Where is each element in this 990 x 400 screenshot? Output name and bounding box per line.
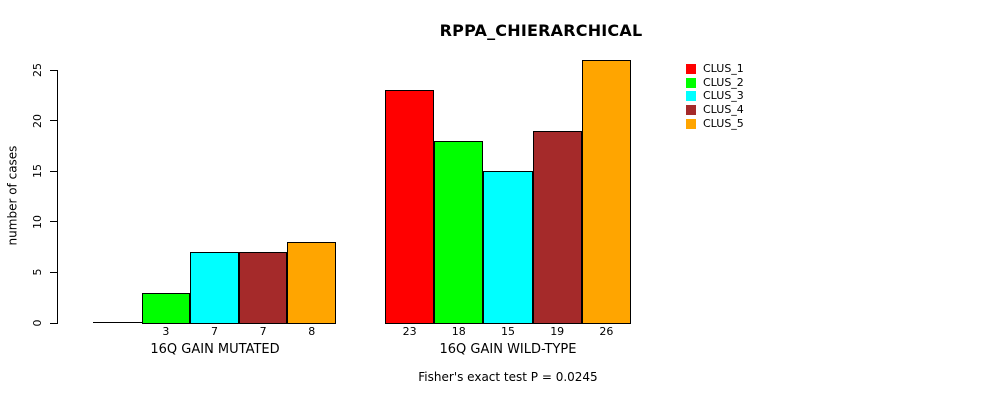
y-tick-label: 10 xyxy=(31,214,44,229)
chart-title: RPPA_CHIERARCHICAL xyxy=(439,21,643,40)
bar-value-label: 15 xyxy=(501,325,515,338)
legend-label: CLUS_3 xyxy=(703,89,744,103)
bar-clus_4 xyxy=(238,252,288,324)
bar-clus_2 xyxy=(141,292,191,324)
bar-clus_5 xyxy=(581,60,631,324)
legend-swatch-clus_1 xyxy=(686,64,696,74)
y-tick-mark xyxy=(50,69,57,71)
bar-value-label: 19 xyxy=(550,325,565,338)
bar-value-label: 7 xyxy=(259,325,267,338)
bar-clus_3 xyxy=(190,252,239,324)
fisher-test-caption: Fisher's exact test P = 0.0245 xyxy=(418,370,598,384)
legend-swatch-clus_4 xyxy=(686,105,696,116)
legend-swatch-clus_2 xyxy=(686,77,696,88)
y-tick-label: 20 xyxy=(31,113,44,128)
bar-clus_1-zero xyxy=(93,322,143,323)
y-tick-mark xyxy=(50,221,57,223)
bar-value-label: 7 xyxy=(211,325,218,338)
y-tick-label: 15 xyxy=(31,164,44,179)
y-tick-label: 25 xyxy=(31,63,44,78)
y-axis-line xyxy=(57,70,58,324)
group-label-wildtype: 16Q GAIN WILD-TYPE xyxy=(439,342,577,357)
y-tick-mark xyxy=(50,271,57,273)
y-tick-mark xyxy=(50,170,57,172)
group-label-mutated: 16Q GAIN MUTATED xyxy=(150,342,280,357)
bar-clus_3 xyxy=(483,171,533,324)
legend-swatch-clus_3 xyxy=(686,91,696,102)
legend-label: CLUS_4 xyxy=(703,103,744,117)
y-tick-label: 5 xyxy=(31,268,44,276)
y-tick-mark xyxy=(50,120,57,122)
bar-value-label: 3 xyxy=(162,325,170,338)
y-axis-title: number of cases xyxy=(5,145,20,246)
y-tick-label: 0 xyxy=(31,319,44,327)
legend-label: CLUS_1 xyxy=(703,62,744,75)
bar-clus_1 xyxy=(385,90,435,324)
bar-clus_4 xyxy=(532,130,582,324)
legend-label: CLUS_2 xyxy=(703,75,744,89)
bar-clus_2 xyxy=(434,140,484,324)
bar-value-label: 23 xyxy=(402,325,417,338)
legend-swatch-clus_5 xyxy=(686,118,696,129)
legend-label: CLUS_5 xyxy=(703,116,744,130)
bar-value-label: 18 xyxy=(451,325,466,338)
bar-value-label: 26 xyxy=(599,325,614,338)
bar-value-label: 8 xyxy=(308,325,316,338)
bar-clus_5 xyxy=(287,242,336,324)
y-tick-mark xyxy=(50,322,57,324)
